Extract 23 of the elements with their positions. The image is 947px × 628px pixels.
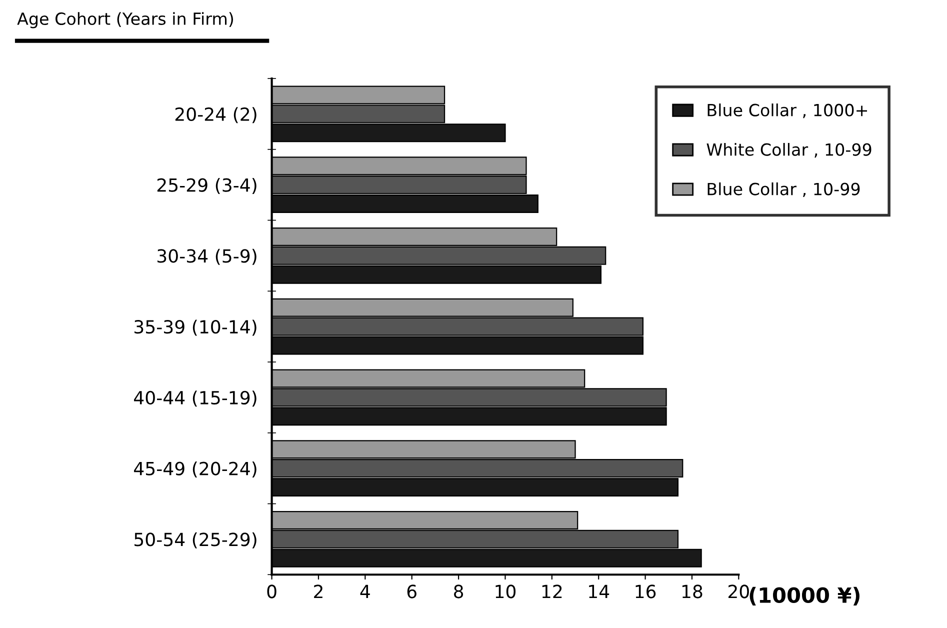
x-tick-label: 10 — [496, 584, 516, 598]
legend-label: Blue Collar , 10-99 — [708, 182, 860, 198]
y-axis-title: Age Cohort (Years in Firm) — [17, 12, 233, 28]
x-tick-label: 18 — [682, 584, 702, 598]
legend-label: Blue Collar , 1000+ — [708, 104, 868, 118]
y-tick-label: 20-24 (2) — [175, 107, 256, 124]
y-tick-label: 40-44 (15-19) — [134, 390, 256, 407]
legend-label: White Collar , 10-99 — [706, 142, 872, 158]
x-tick-label: 2 — [314, 584, 322, 598]
x-axis-title: (10000 ¥) — [750, 586, 860, 606]
x-tick-label: 16 — [636, 584, 656, 598]
x-tick-label: 8 — [454, 584, 464, 598]
x-tick-label: 6 — [407, 584, 416, 598]
x-tick-label: 14 — [589, 584, 610, 598]
y-tick-label: 30-34 (5-9) — [157, 248, 256, 265]
y-tick-label: 35-39 (10-14) — [134, 320, 256, 336]
y-tick-label: 25-29 (3-4) — [157, 178, 256, 194]
x-tick-label: 20 — [728, 584, 749, 598]
x-tick-label: 12 — [542, 584, 562, 598]
y-tick-label: 45-49 (20-24) — [134, 461, 256, 478]
x-tick-label: 4 — [360, 584, 370, 598]
x-tick-label: 0 — [267, 584, 276, 598]
y-tick-label: 50-54 (25-29) — [134, 532, 256, 548]
